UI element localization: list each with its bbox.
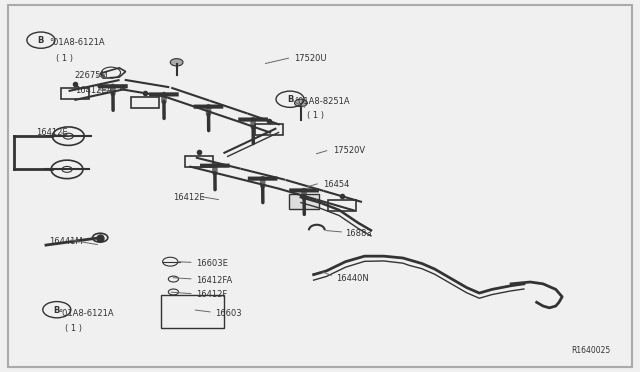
Text: 22675M: 22675M (75, 71, 108, 80)
Text: 16441M: 16441M (49, 237, 83, 246)
Text: 17520U: 17520U (294, 54, 327, 63)
Text: B: B (54, 306, 60, 315)
Text: 16412E: 16412E (36, 128, 68, 137)
Circle shape (294, 99, 307, 107)
Text: 16454: 16454 (323, 180, 349, 189)
Text: 17520V: 17520V (333, 147, 365, 155)
Text: 16412F: 16412F (196, 291, 227, 299)
Text: °01A8-8251A: °01A8-8251A (294, 97, 350, 106)
Text: ( 1 ): ( 1 ) (307, 111, 324, 121)
Text: R1640025: R1640025 (572, 346, 611, 355)
Text: B: B (287, 96, 293, 105)
FancyBboxPatch shape (289, 194, 319, 209)
Text: B: B (38, 36, 44, 45)
Text: 16883: 16883 (346, 230, 372, 238)
Circle shape (170, 59, 183, 66)
Text: ( 1 ): ( 1 ) (65, 324, 82, 333)
Text: 16440N: 16440N (336, 274, 369, 283)
Text: °01A8-6121A: °01A8-6121A (59, 309, 115, 318)
Text: ( 1 ): ( 1 ) (56, 54, 72, 63)
Text: 16603: 16603 (215, 309, 241, 318)
Text: 16412E: 16412E (173, 193, 205, 202)
Text: 16603E: 16603E (196, 259, 228, 268)
Text: °01A8-6121A: °01A8-6121A (49, 38, 105, 46)
Text: 16412FA: 16412FA (196, 276, 232, 285)
Text: 16412EA: 16412EA (75, 86, 112, 94)
